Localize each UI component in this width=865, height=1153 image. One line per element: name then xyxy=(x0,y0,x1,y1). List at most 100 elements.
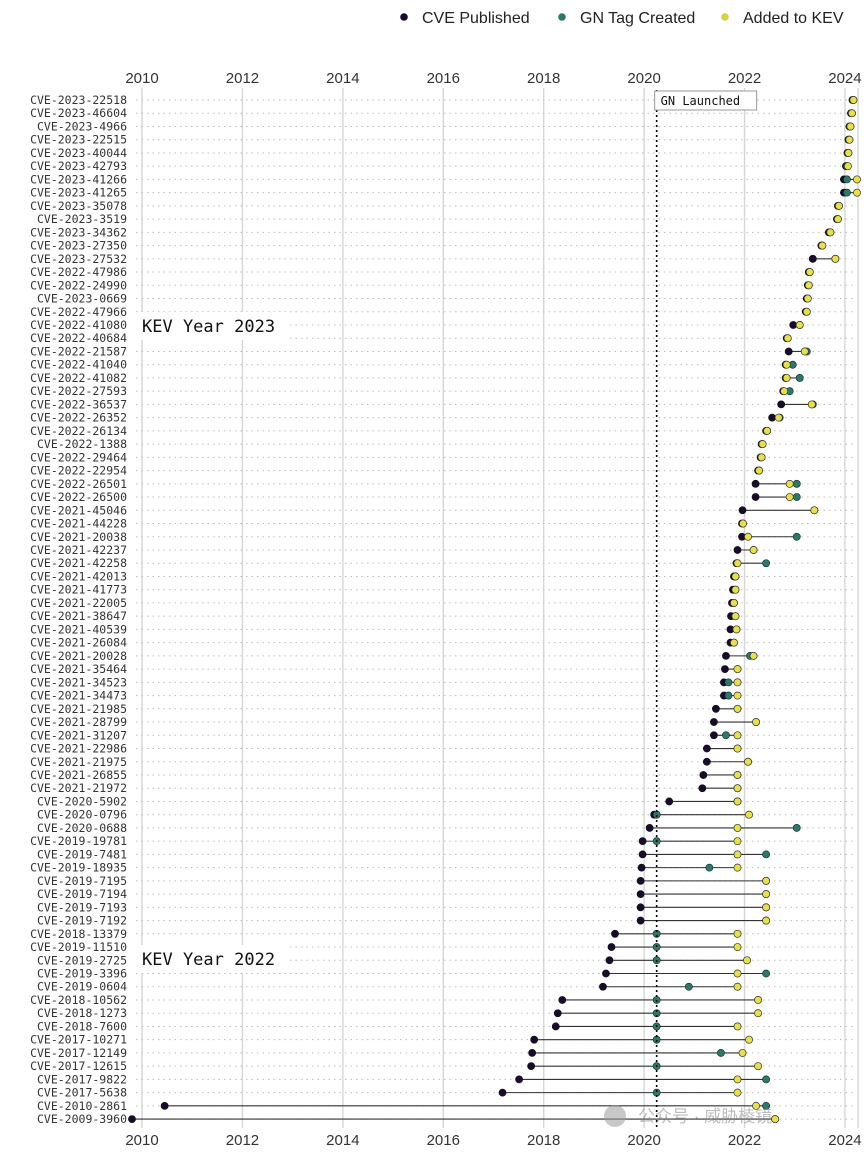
y-tick-label: CVE-2022-29464 xyxy=(30,450,127,464)
point-kev xyxy=(733,691,742,700)
kev-year-2023-box xyxy=(136,312,286,340)
point-kev xyxy=(733,837,742,846)
point-gn-tag xyxy=(762,1075,771,1084)
point-kev xyxy=(733,559,742,568)
y-tick-label: CVE-2019-3396 xyxy=(37,967,127,981)
y-tick-label: CVE-2021-38647 xyxy=(30,609,127,623)
point-published xyxy=(551,1022,560,1031)
point-kev xyxy=(733,665,742,674)
x-tick-label-top: 2016 xyxy=(427,70,460,87)
point-kev xyxy=(752,1101,761,1110)
point-kev xyxy=(774,413,783,422)
point-kev xyxy=(755,466,764,475)
point-gn-tag xyxy=(724,678,733,687)
point-kev xyxy=(762,876,771,885)
point-published xyxy=(638,850,647,859)
point-published xyxy=(558,996,567,1004)
legend-label-kev: Added to KEV xyxy=(743,10,844,27)
point-kev xyxy=(744,532,752,541)
x-tick-label-bottom: 2012 xyxy=(226,1132,259,1149)
y-tick-label: CVE-2021-44228 xyxy=(30,517,127,531)
kev-year-2022-box xyxy=(136,945,286,973)
y-tick-label: CVE-2022-1388 xyxy=(37,437,127,451)
y-tick-label: CVE-2017-12615 xyxy=(30,1059,127,1073)
y-tick-label: CVE-2023-4966 xyxy=(37,119,127,133)
point-kev xyxy=(846,122,855,131)
point-gn-tag xyxy=(795,374,804,382)
point-published xyxy=(722,651,730,660)
point-kev xyxy=(738,1048,747,1057)
y-tick-label: CVE-2021-26084 xyxy=(30,636,127,650)
y-tick-label: CVE-2021-20028 xyxy=(30,649,127,663)
row-layer xyxy=(128,96,861,1124)
y-tick-label: CVE-2021-21972 xyxy=(30,781,127,795)
point-gn-tag xyxy=(652,810,661,819)
point-kev xyxy=(853,188,861,197)
point-kev xyxy=(853,175,861,184)
point-published xyxy=(751,493,760,501)
point-kev xyxy=(818,241,827,250)
y-tick-label: CVE-2023-41266 xyxy=(30,172,127,186)
point-kev xyxy=(733,797,742,806)
legend-label-published: CVE Published xyxy=(422,10,530,27)
point-kev xyxy=(810,506,819,515)
point-gn-tag xyxy=(652,996,661,1004)
point-kev xyxy=(745,1035,753,1044)
point-published xyxy=(702,744,711,753)
y-tick-label: CVE-2023-0669 xyxy=(37,292,127,306)
point-published xyxy=(636,890,645,898)
legend-label-gn: GN Tag Created xyxy=(580,10,695,27)
point-kev xyxy=(733,704,742,713)
point-published xyxy=(636,903,645,912)
point-kev xyxy=(731,572,740,581)
y-tick-label: CVE-2019-18935 xyxy=(30,861,127,875)
point-published xyxy=(128,1115,136,1123)
y-tick-label: CVE-2019-7195 xyxy=(37,874,127,888)
y-tick-label: CVE-2021-41773 xyxy=(30,583,127,597)
y-tick-label: CVE-2019-19781 xyxy=(30,834,127,848)
point-kev xyxy=(785,479,794,488)
point-kev xyxy=(733,771,742,779)
x-tick-label-bottom: 2020 xyxy=(627,1132,660,1149)
y-tick-label: CVE-2021-22005 xyxy=(30,596,127,610)
point-kev xyxy=(733,969,742,978)
legend-swatch-published xyxy=(400,13,408,21)
y-tick-label: CVE-2018-13379 xyxy=(30,927,127,941)
point-kev xyxy=(730,638,738,647)
y-tick-label: CVE-2022-24990 xyxy=(30,278,127,292)
point-published xyxy=(709,731,718,740)
x-tick-label-bottom: 2022 xyxy=(728,1132,761,1149)
point-kev xyxy=(800,347,809,356)
y-tick-label: CVE-2021-21985 xyxy=(30,702,127,716)
point-gn-tag xyxy=(762,1101,771,1110)
point-published xyxy=(530,1035,539,1044)
y-tick-label: CVE-2021-21975 xyxy=(30,755,127,769)
point-kev xyxy=(754,996,763,1004)
point-published xyxy=(636,876,645,885)
point-kev xyxy=(758,440,767,449)
legend-swatch-kev xyxy=(721,13,729,21)
y-tick-label: CVE-2022-41080 xyxy=(30,318,127,332)
point-kev xyxy=(807,400,816,409)
x-tick-label-bottom: 2010 xyxy=(125,1132,158,1149)
y-tick-label: CVE-2021-20038 xyxy=(30,530,127,544)
watermark-text: 公众号 · 威胁棱镜 xyxy=(638,1107,772,1126)
y-tick-label: CVE-2022-47986 xyxy=(30,265,127,279)
point-gn-tag xyxy=(652,943,661,951)
y-tick-label: CVE-2022-26501 xyxy=(30,477,127,491)
axis-layer: 2010 2010 2012 2012 2014 2014 2016 2016 2018 2018… xyxy=(30,70,862,1149)
y-tick-label: CVE-2022-21587 xyxy=(30,344,127,358)
x-tick-label-bottom: 2018 xyxy=(527,1132,560,1149)
point-published xyxy=(515,1075,523,1084)
point-kev xyxy=(733,929,742,938)
y-tick-label: CVE-2022-41082 xyxy=(30,371,127,385)
point-kev xyxy=(757,453,766,462)
point-published xyxy=(789,321,798,329)
y-tick-label: CVE-2021-28799 xyxy=(30,715,127,729)
y-tick-label: CVE-2017-9822 xyxy=(37,1072,127,1086)
y-tick-label: CVE-2010-2861 xyxy=(37,1099,127,1113)
point-gn-tag xyxy=(792,824,801,832)
point-kev xyxy=(733,784,742,793)
point-kev xyxy=(763,426,772,435)
